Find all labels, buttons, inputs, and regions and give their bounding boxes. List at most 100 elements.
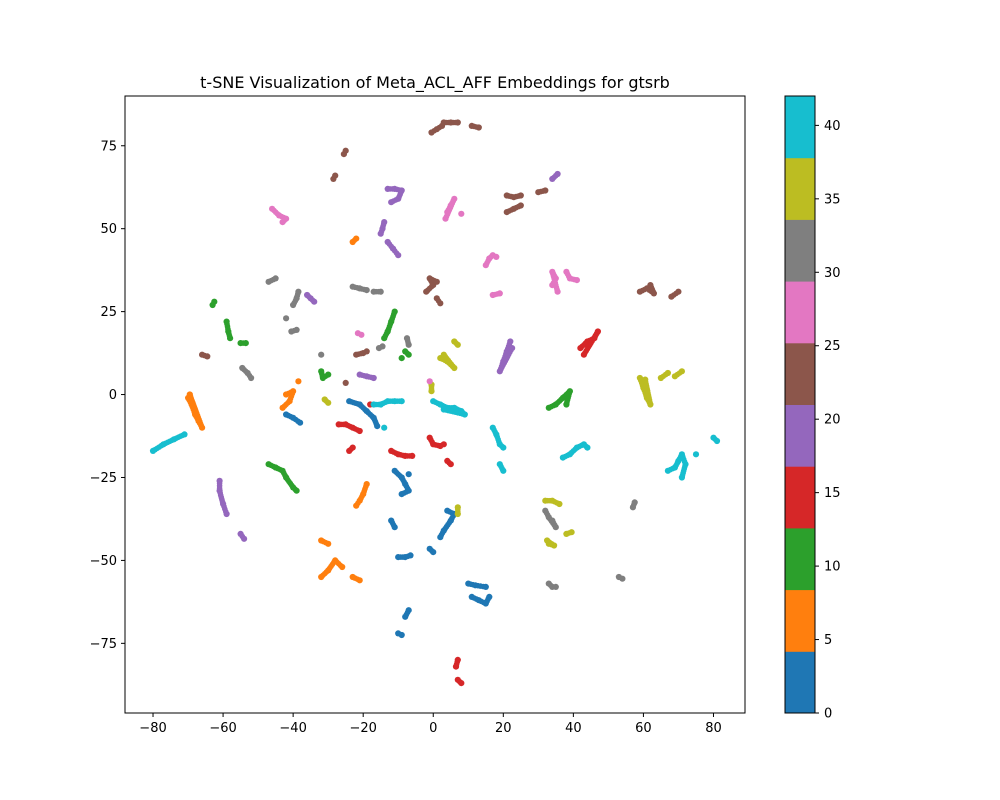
data-point — [447, 461, 454, 468]
data-point — [496, 290, 503, 297]
cluster — [454, 504, 461, 518]
data-point — [377, 230, 384, 237]
data-point — [440, 406, 447, 413]
cluster — [402, 607, 412, 620]
x-tick-label: 40 — [565, 721, 582, 736]
cluster — [349, 283, 370, 294]
cluster — [283, 411, 304, 426]
cluster — [288, 326, 300, 335]
data-point — [508, 345, 516, 352]
cluster — [559, 441, 591, 461]
cluster — [458, 210, 465, 217]
data-point — [211, 298, 218, 305]
data-point — [454, 510, 461, 518]
cluster — [370, 398, 405, 408]
cluster — [283, 315, 290, 322]
colorbar-band — [785, 342, 815, 405]
data-point — [442, 215, 449, 222]
cluster — [542, 507, 559, 531]
cluster — [391, 467, 412, 498]
data-point — [379, 343, 386, 350]
data-point — [584, 444, 591, 451]
data-point — [454, 341, 461, 348]
data-point — [356, 427, 363, 435]
cluster — [353, 348, 370, 358]
cluster — [237, 530, 248, 542]
data-point — [458, 680, 465, 687]
colorbar-tick-label: 15 — [824, 486, 841, 501]
colorbar-tick-label: 40 — [824, 119, 841, 134]
data-point — [563, 401, 570, 408]
data-point — [398, 355, 405, 362]
data-point — [554, 170, 561, 178]
cluster — [426, 545, 437, 556]
cluster — [398, 355, 405, 362]
cluster — [340, 147, 349, 158]
data-point — [241, 535, 248, 542]
data-point — [402, 613, 409, 620]
cluster — [423, 275, 440, 295]
data-point — [580, 351, 588, 358]
cluster — [577, 328, 602, 358]
colorbar-band — [785, 466, 815, 529]
scatter-points — [149, 119, 721, 687]
data-point — [242, 340, 249, 347]
colorbar-tick-label: 0 — [824, 707, 832, 722]
data-point — [223, 510, 230, 518]
data-point — [279, 219, 286, 226]
data-point — [647, 282, 654, 289]
cluster — [388, 517, 398, 531]
cluster — [321, 396, 332, 406]
data-point — [500, 444, 507, 451]
cluster — [542, 497, 563, 508]
data-point — [430, 549, 437, 556]
plot-area: −80 −60 −40 −20 0 20 40 60 80 −75 −50 −25 0 25 50 75 — [90, 95, 746, 736]
cluster — [489, 424, 507, 451]
data-point — [482, 583, 489, 591]
data-point — [549, 517, 556, 524]
data-point — [678, 474, 686, 481]
data-point — [377, 288, 384, 295]
x-tick-label: 80 — [705, 721, 722, 736]
cluster — [636, 374, 654, 408]
x-tick-label: −80 — [139, 721, 166, 736]
data-point — [433, 278, 440, 285]
cluster — [381, 424, 388, 431]
cluster — [209, 298, 218, 309]
cluster — [444, 457, 454, 468]
colorbar-axis: 0 5 10 15 20 25 30 35 40 — [815, 119, 841, 722]
colorbar: 0 5 10 15 20 25 30 35 40 — [784, 95, 841, 722]
y-tick-label: 0 — [109, 388, 117, 403]
data-point — [374, 423, 381, 430]
colorbar-band — [785, 219, 815, 282]
cluster — [405, 471, 412, 478]
cluster — [349, 573, 363, 584]
data-point — [318, 351, 325, 358]
data-point — [568, 529, 575, 536]
data-point — [475, 124, 482, 131]
cluster — [442, 195, 458, 222]
data-point — [381, 424, 388, 431]
cluster — [216, 477, 230, 518]
cluster — [388, 447, 416, 459]
data-point — [556, 500, 563, 508]
cluster — [330, 172, 339, 182]
data-point — [405, 351, 412, 358]
cluster — [468, 122, 482, 131]
data-point — [293, 326, 300, 333]
cluster — [465, 580, 489, 591]
data-point — [426, 378, 433, 385]
data-point — [295, 378, 302, 385]
cluster — [290, 288, 302, 309]
cluster — [451, 338, 461, 348]
data-point — [356, 577, 363, 584]
data-point — [573, 277, 581, 284]
cluster — [318, 537, 332, 547]
cluster — [615, 573, 626, 582]
cluster — [657, 369, 672, 382]
cluster — [335, 421, 363, 435]
data-point — [486, 593, 493, 601]
x-tick-label: 0 — [429, 721, 437, 736]
cluster — [318, 557, 346, 581]
data-point — [454, 119, 461, 126]
